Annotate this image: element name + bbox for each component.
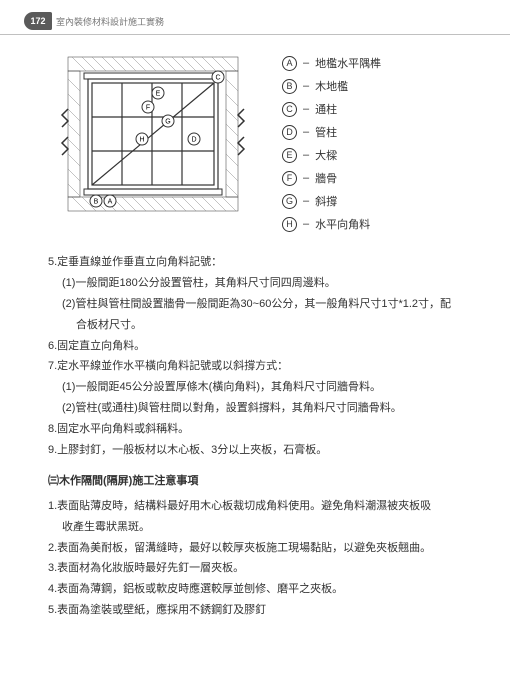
para: 合板材尺寸。 xyxy=(48,315,470,336)
legend-letter: E xyxy=(282,148,297,163)
legend-item: E–大樑 xyxy=(282,147,381,163)
legend-letter: D xyxy=(282,125,297,140)
para: 5.定垂直線並作垂直立向角料記號： xyxy=(48,252,470,273)
para: 3.表面材為化妝版時最好先釘一層夾板。 xyxy=(48,558,470,579)
para: (2)管柱與管柱間設置牆骨一般間距為30~60公分，其一般角料尺寸1寸*1.2寸… xyxy=(48,294,470,315)
page-number-badge: 172 xyxy=(24,12,52,30)
legend-label: 通柱 xyxy=(315,101,337,117)
legend-item: B–木地檻 xyxy=(282,78,381,94)
body-text: 5.定垂直線並作垂直立向角料記號： (1)一般間距180公分設置管柱，其角料尺寸… xyxy=(48,252,470,621)
legend-label: 管柱 xyxy=(315,124,337,140)
legend-label: 大樑 xyxy=(315,147,337,163)
para: 8.固定水平向角料或斜稱料。 xyxy=(48,419,470,440)
para: 6.固定直立向角料。 xyxy=(48,336,470,357)
dash: – xyxy=(303,195,309,207)
content-area: C E F G H D B A A–地檻水平隅榫 B–木地檻 C–通柱 D–管柱… xyxy=(0,41,510,621)
dash: – xyxy=(303,57,309,69)
svg-text:C: C xyxy=(215,75,220,82)
legend-item: H–水平向角料 xyxy=(282,216,381,232)
svg-text:A: A xyxy=(108,199,113,206)
dash: – xyxy=(303,149,309,161)
svg-text:F: F xyxy=(146,105,150,112)
para: (1)一般間距180公分設置管柱，其角料尺寸同四周邊料。 xyxy=(48,273,470,294)
para: 收產生霉狀黑斑。 xyxy=(48,517,470,538)
legend-label: 地檻水平隅榫 xyxy=(315,55,381,71)
legend-letter: F xyxy=(282,171,297,186)
para: 9.上膠封釘，一般板材以木心板、3分以上夾板，石膏板。 xyxy=(48,440,470,461)
legend-item: C–通柱 xyxy=(282,101,381,117)
header-title: 室內裝修材料設計施工實務 xyxy=(56,15,164,28)
svg-text:B: B xyxy=(94,199,99,206)
legend-item: G–斜撐 xyxy=(282,193,381,209)
para: 2.表面為美耐板，留溝縫時，最好以較厚夾板施工現場黏貼，以避免夾板翹曲。 xyxy=(48,538,470,559)
svg-text:D: D xyxy=(191,137,196,144)
legend-label: 牆骨 xyxy=(315,170,337,186)
para: 5.表面為塗裝或壁紙，應採用不銹鋼釘及膠釘 xyxy=(48,600,470,621)
legend-letter: A xyxy=(282,56,297,71)
dash: – xyxy=(303,126,309,138)
legend-label: 木地檻 xyxy=(315,78,348,94)
para: 4.表面為薄鋼，鋁板或軟皮時應選較厚並刨修、磨平之夾板。 xyxy=(48,579,470,600)
para: 1.表面貼薄皮時，結構料最好用木心板裁切成角料使用。避免角料潮濕被夾板吸 xyxy=(48,496,470,517)
legend-letter: B xyxy=(282,79,297,94)
para: (2)管柱(或通柱)與管柱間以對角，設置斜撐料，其角料尺寸同牆骨料。 xyxy=(48,398,470,419)
dash: – xyxy=(303,218,309,230)
svg-text:H: H xyxy=(139,137,144,144)
legend-item: A–地檻水平隅榫 xyxy=(282,55,381,71)
legend-item: D–管柱 xyxy=(282,124,381,140)
legend-item: F–牆骨 xyxy=(282,170,381,186)
diagram-legend: A–地檻水平隅榫 B–木地檻 C–通柱 D–管柱 E–大樑 F–牆骨 G–斜撐 … xyxy=(282,49,381,232)
legend-letter: G xyxy=(282,194,297,209)
legend-label: 斜撐 xyxy=(315,193,337,209)
legend-letter: H xyxy=(282,217,297,232)
structure-diagram: C E F G H D B A xyxy=(48,49,258,229)
dash: – xyxy=(303,172,309,184)
svg-text:E: E xyxy=(156,91,161,98)
legend-label: 水平向角料 xyxy=(315,216,370,232)
dash: – xyxy=(303,103,309,115)
diagram-row: C E F G H D B A A–地檻水平隅榫 B–木地檻 C–通柱 D–管柱… xyxy=(48,49,470,232)
svg-text:G: G xyxy=(165,119,170,126)
para: (1)一般間距45公分設置厚條木(橫向角料)，其角料尺寸同牆骨料。 xyxy=(48,377,470,398)
page-header: 172 室內裝修材料設計施工實務 xyxy=(0,0,510,35)
para: 7.定水平線並作水平橫向角料記號或以斜撐方式： xyxy=(48,356,470,377)
legend-letter: C xyxy=(282,102,297,117)
dash: – xyxy=(303,80,309,92)
section-title: ㈢木作隔間(隔屏)施工注意事項 xyxy=(48,471,470,492)
